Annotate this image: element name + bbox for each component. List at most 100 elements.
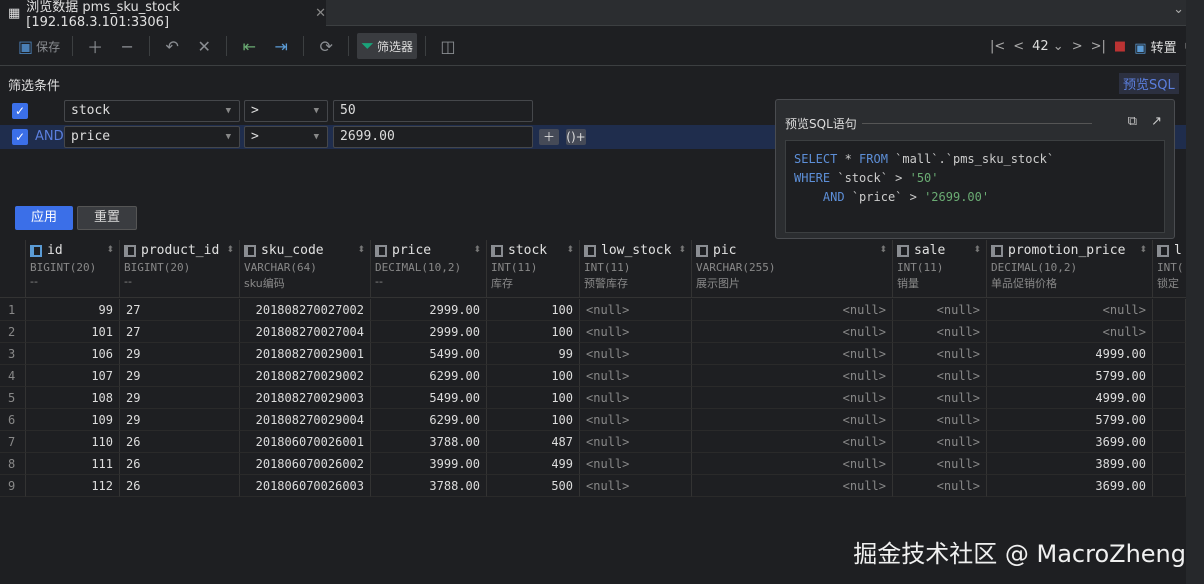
table-cell[interactable]: 201806070026001	[240, 431, 371, 453]
table-cell[interactable]: 487	[487, 431, 580, 453]
operator-select[interactable]: > ▼	[244, 100, 328, 122]
import-button[interactable]: ⇤	[235, 33, 263, 59]
column-header-sku_code[interactable]: sku_code ⬍ VARCHAR(64) sku编码	[240, 240, 371, 298]
table-cell[interactable]	[1153, 299, 1186, 321]
filter-checkbox[interactable]: ✓	[12, 129, 28, 145]
table-cell[interactable]: 201808270029002	[240, 365, 371, 387]
table-cell[interactable]	[1153, 365, 1186, 387]
table-cell[interactable]: 3699.00	[987, 431, 1153, 453]
sort-icon[interactable]: ⬍	[566, 245, 574, 255]
table-cell[interactable]: 201808270029001	[240, 343, 371, 365]
table-cell[interactable]: 3899.00	[987, 453, 1153, 475]
table-cell[interactable]: 26	[120, 453, 240, 475]
table-cell[interactable]: <null>	[692, 453, 893, 475]
table-cell[interactable]: <null>	[580, 431, 692, 453]
table-cell[interactable]: 499	[487, 453, 580, 475]
table-cell[interactable]: 100	[487, 299, 580, 321]
field-select[interactable]: stock ▼	[64, 100, 240, 122]
table-cell[interactable]: 99	[26, 299, 120, 321]
table-cell[interactable]: 3788.00	[371, 475, 487, 497]
table-cell[interactable]: <null>	[893, 365, 987, 387]
table-cell[interactable]: 111	[26, 453, 120, 475]
table-cell[interactable]: <null>	[580, 409, 692, 431]
cancel-button[interactable]: ✕	[190, 33, 218, 59]
table-cell[interactable]: 5499.00	[371, 387, 487, 409]
table-cell[interactable]: 112	[26, 475, 120, 497]
table-cell[interactable]: <null>	[692, 409, 893, 431]
table-cell[interactable]: 29	[120, 365, 240, 387]
table-cell[interactable]: 5499.00	[371, 343, 487, 365]
operator-select[interactable]: > ▼	[244, 126, 328, 148]
table-cell[interactable]: 26	[120, 431, 240, 453]
table-cell[interactable]	[1153, 321, 1186, 343]
open-external-icon[interactable]: ↗	[1151, 114, 1162, 129]
table-cell[interactable]: <null>	[987, 321, 1153, 343]
table-cell[interactable]: 100	[487, 365, 580, 387]
prev-page-icon[interactable]: <	[1013, 39, 1025, 54]
table-cell[interactable]: <null>	[692, 431, 893, 453]
column-header-price[interactable]: price ⬍ DECIMAL(10,2) --	[371, 240, 487, 298]
page-size-select[interactable]: 42 ⌄	[1032, 39, 1064, 54]
value-input[interactable]: 50	[333, 100, 533, 122]
table-cell[interactable]: <null>	[692, 365, 893, 387]
table-cell[interactable]	[1153, 475, 1186, 497]
table-cell[interactable]: <null>	[893, 387, 987, 409]
reset-button[interactable]: 重置	[77, 206, 137, 230]
table-cell[interactable]: 6299.00	[371, 409, 487, 431]
table-cell[interactable]: <null>	[580, 453, 692, 475]
table-cell[interactable]: 5799.00	[987, 365, 1153, 387]
refresh-button[interactable]: ⟳	[312, 33, 340, 59]
table-cell[interactable]: 201808270027002	[240, 299, 371, 321]
undo-button[interactable]: ↶	[158, 33, 186, 59]
sort-icon[interactable]: ⬍	[879, 245, 887, 255]
table-cell[interactable]: 29	[120, 387, 240, 409]
table-cell[interactable]: <null>	[893, 321, 987, 343]
table-cell[interactable]: <null>	[987, 299, 1153, 321]
table-cell[interactable]	[1153, 453, 1186, 475]
table-cell[interactable]	[1153, 409, 1186, 431]
table-cell[interactable]: 100	[487, 387, 580, 409]
table-cell[interactable]: 500	[487, 475, 580, 497]
add-condition-button[interactable]: ＋	[539, 129, 559, 145]
logic-operator[interactable]: AND	[35, 129, 64, 144]
preview-sql-button[interactable]: 预览SQL	[1119, 73, 1179, 94]
chevron-down-icon[interactable]: ⌄	[1173, 2, 1184, 17]
tab-browse-data[interactable]: ▦ 浏览数据 pms_sku_stock [192.168.3.101:3306…	[0, 0, 326, 30]
sort-icon[interactable]: ⬍	[106, 245, 114, 255]
table-cell[interactable]	[1153, 431, 1186, 453]
table-cell[interactable]: 5799.00	[987, 409, 1153, 431]
last-page-icon[interactable]: >|	[1090, 39, 1106, 54]
sort-icon[interactable]: ⬍	[1139, 245, 1147, 255]
table-cell[interactable]: 29	[120, 409, 240, 431]
sort-icon[interactable]: ⬍	[357, 245, 365, 255]
table-cell[interactable]: 26	[120, 475, 240, 497]
table-cell[interactable]: <null>	[580, 343, 692, 365]
table-cell[interactable]: 3699.00	[987, 475, 1153, 497]
table-cell[interactable]: 100	[487, 409, 580, 431]
table-cell[interactable]: <null>	[893, 299, 987, 321]
table-cell[interactable]: <null>	[580, 321, 692, 343]
table-cell[interactable]: 2999.00	[371, 299, 487, 321]
filter-checkbox[interactable]: ✓	[12, 103, 28, 119]
table-cell[interactable]: <null>	[893, 343, 987, 365]
table-cell[interactable]: <null>	[692, 475, 893, 497]
table-cell[interactable]: 4999.00	[987, 387, 1153, 409]
table-cell[interactable]: <null>	[580, 365, 692, 387]
save-button[interactable]: ▣ 保存	[18, 36, 61, 56]
column-header-pic[interactable]: pic ⬍ VARCHAR(255) 展示图片	[692, 240, 893, 298]
sort-icon[interactable]: ⬍	[678, 245, 686, 255]
column-header-l[interactable]: l INT(锁定	[1153, 240, 1190, 298]
table-cell[interactable]: <null>	[893, 453, 987, 475]
sort-icon[interactable]: ⬍	[226, 245, 234, 255]
table-cell[interactable]: 108	[26, 387, 120, 409]
next-page-icon[interactable]: >	[1071, 39, 1083, 54]
table-cell[interactable]: 27	[120, 321, 240, 343]
table-cell[interactable]: 2999.00	[371, 321, 487, 343]
column-header-sale[interactable]: sale ⬍ INT(11) 销量	[893, 240, 987, 298]
table-cell[interactable]: 4999.00	[987, 343, 1153, 365]
transpose-button[interactable]: ▣ 转置	[1134, 41, 1177, 56]
table-cell[interactable]: <null>	[692, 387, 893, 409]
first-page-icon[interactable]: |<	[989, 39, 1006, 54]
table-cell[interactable]: <null>	[893, 431, 987, 453]
table-cell[interactable]: 100	[487, 321, 580, 343]
